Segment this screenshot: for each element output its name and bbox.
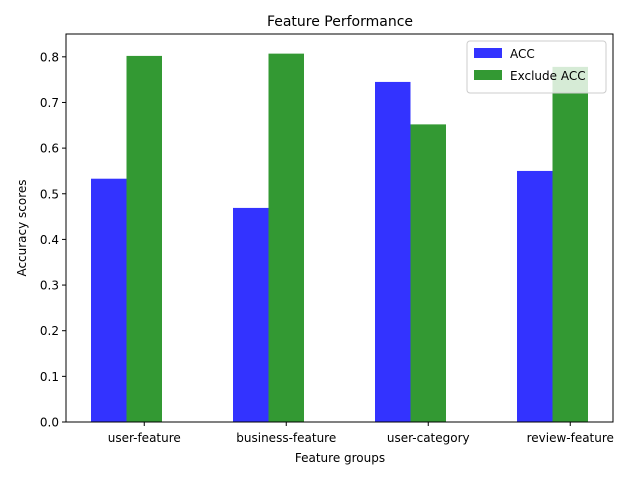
bar-acc-review-feature — [517, 170, 553, 422]
y-tick-label: 0.3 — [40, 279, 59, 293]
x-tick-label: user-category — [387, 431, 470, 445]
bar-exclude-acc-user-category — [410, 124, 446, 423]
y-axis: 0.0 0.1 0.2 0.3 0.4 0.5 0.6 0.7 0.8 — [40, 50, 66, 430]
bars-group — [91, 53, 588, 423]
y-tick-label: 0.2 — [40, 324, 59, 338]
y-tick-label: 0.8 — [40, 50, 59, 64]
chart-title: Feature Performance — [267, 14, 413, 30]
legend-label: ACC — [510, 47, 535, 61]
y-tick-label: 0.7 — [40, 96, 59, 110]
x-tick-label: business-feature — [236, 431, 336, 445]
bar-acc-business-feature — [233, 207, 269, 422]
plot-area-frame — [65, 33, 614, 423]
bar-exclude-acc-user-feature — [126, 55, 162, 423]
y-axis-label: Accuracy scores — [15, 179, 29, 276]
legend: ACC Exclude ACC — [466, 40, 607, 94]
x-axis-label: Feature groups — [295, 451, 385, 465]
y-tick-label: 0.4 — [40, 233, 59, 247]
legend-swatch — [474, 48, 502, 58]
y-tick-label: 0.0 — [40, 416, 59, 430]
bar-exclude-acc-review-feature — [552, 66, 588, 423]
legend-swatch — [474, 70, 502, 80]
legend-label: Exclude ACC — [510, 69, 586, 83]
x-tick-label: review-feature — [527, 431, 614, 445]
y-tick-label: 0.5 — [40, 187, 59, 201]
bar-exclude-acc-business-feature — [268, 53, 304, 422]
x-axis: user-feature business-feature user-categor… — [108, 422, 614, 445]
bar-acc-user-feature — [91, 178, 127, 422]
y-tick-label: 0.1 — [40, 370, 59, 384]
x-tick-label: user-feature — [108, 431, 181, 445]
y-tick-label: 0.6 — [40, 142, 59, 156]
bar-acc-user-category — [375, 81, 411, 422]
